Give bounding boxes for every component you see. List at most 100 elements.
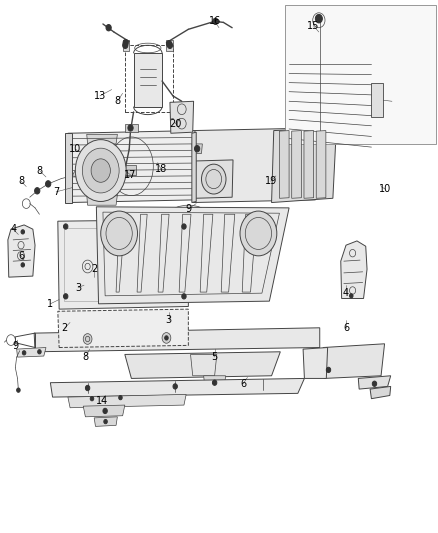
Polygon shape [304, 131, 314, 198]
Text: 5: 5 [212, 352, 218, 362]
Text: 8: 8 [82, 352, 88, 362]
Circle shape [240, 211, 277, 256]
Polygon shape [125, 165, 136, 175]
Circle shape [162, 333, 171, 343]
Circle shape [104, 419, 107, 424]
Circle shape [182, 294, 186, 299]
Circle shape [123, 39, 128, 46]
Polygon shape [8, 225, 35, 277]
Circle shape [35, 188, 40, 194]
Text: 16: 16 [208, 17, 221, 26]
Polygon shape [34, 328, 320, 352]
Circle shape [123, 42, 128, 49]
Polygon shape [371, 83, 383, 117]
Polygon shape [96, 207, 289, 304]
Circle shape [213, 18, 218, 25]
Circle shape [75, 140, 126, 201]
Polygon shape [285, 5, 436, 144]
Polygon shape [170, 101, 194, 133]
Circle shape [119, 395, 122, 400]
Polygon shape [358, 376, 391, 389]
Circle shape [21, 230, 25, 234]
Polygon shape [166, 40, 173, 51]
Circle shape [182, 224, 186, 229]
Text: 3: 3 [75, 283, 81, 293]
Circle shape [372, 381, 377, 386]
Polygon shape [83, 405, 125, 417]
Polygon shape [125, 352, 280, 378]
Polygon shape [341, 241, 367, 298]
Circle shape [85, 385, 90, 391]
Text: 6: 6 [18, 251, 24, 261]
Text: 13: 13 [94, 91, 106, 101]
Circle shape [165, 336, 168, 340]
Polygon shape [50, 378, 304, 397]
Text: 6: 6 [240, 379, 246, 389]
Circle shape [103, 408, 107, 414]
Polygon shape [193, 128, 320, 203]
Circle shape [173, 384, 177, 389]
Circle shape [90, 397, 94, 401]
Polygon shape [123, 40, 129, 51]
Polygon shape [279, 131, 289, 198]
Polygon shape [292, 131, 301, 198]
Polygon shape [72, 172, 81, 177]
Polygon shape [370, 386, 391, 399]
Circle shape [101, 211, 138, 256]
Text: 19: 19 [265, 176, 277, 186]
Circle shape [82, 148, 119, 193]
Polygon shape [192, 132, 196, 203]
Polygon shape [68, 131, 195, 203]
Polygon shape [65, 133, 72, 203]
Text: 15: 15 [307, 21, 319, 30]
Circle shape [326, 367, 331, 373]
Text: 9: 9 [185, 204, 191, 214]
Circle shape [64, 224, 68, 229]
Text: 8: 8 [114, 96, 120, 106]
Polygon shape [68, 394, 186, 408]
Circle shape [91, 159, 110, 182]
Circle shape [315, 14, 322, 23]
Polygon shape [125, 124, 138, 132]
Text: 2: 2 [62, 323, 68, 333]
Polygon shape [58, 309, 188, 348]
Circle shape [166, 41, 172, 47]
Circle shape [22, 351, 26, 355]
Text: 10: 10 [69, 144, 81, 154]
Circle shape [46, 181, 51, 187]
Text: 4: 4 [343, 288, 349, 298]
Text: 9: 9 [12, 342, 18, 351]
Polygon shape [87, 195, 117, 205]
Circle shape [64, 294, 68, 299]
Circle shape [21, 263, 25, 267]
Text: 1: 1 [47, 299, 53, 309]
Polygon shape [303, 348, 328, 378]
Circle shape [83, 334, 92, 344]
Circle shape [201, 164, 226, 194]
Polygon shape [134, 53, 162, 107]
Text: 2: 2 [91, 264, 97, 274]
Text: 8: 8 [18, 176, 24, 186]
Circle shape [212, 380, 217, 385]
Circle shape [350, 294, 353, 298]
Text: 4: 4 [10, 224, 16, 234]
Text: 10: 10 [379, 184, 392, 194]
Polygon shape [17, 348, 46, 357]
Circle shape [128, 125, 133, 131]
Polygon shape [323, 344, 385, 378]
Polygon shape [316, 131, 326, 198]
Circle shape [194, 146, 200, 152]
Text: 17: 17 [124, 170, 137, 180]
Polygon shape [58, 220, 189, 309]
Polygon shape [87, 134, 117, 144]
Text: 7: 7 [53, 187, 59, 197]
Text: 18: 18 [155, 165, 167, 174]
Circle shape [17, 388, 20, 392]
Circle shape [38, 350, 41, 354]
Text: 8: 8 [36, 166, 42, 175]
Polygon shape [204, 376, 226, 389]
Circle shape [106, 25, 111, 31]
Polygon shape [272, 128, 336, 203]
Text: 6: 6 [343, 323, 349, 333]
Text: 3: 3 [166, 315, 172, 325]
